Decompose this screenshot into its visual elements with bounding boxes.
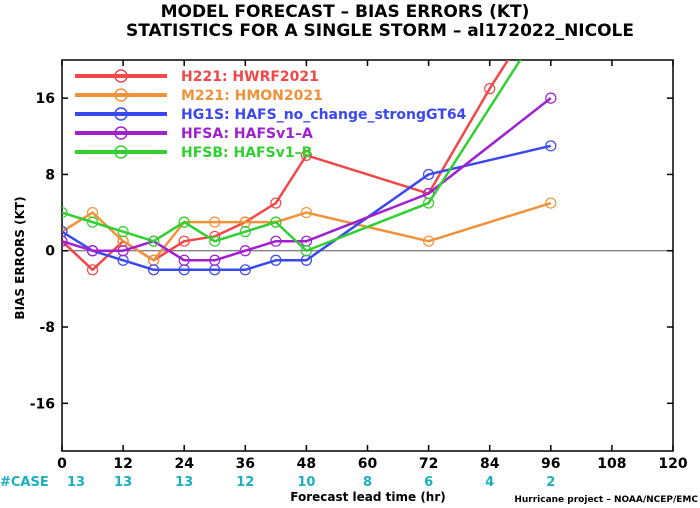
legend-item: HG1S: HAFS_no_change_strongGT64 — [75, 107, 467, 123]
series-line — [62, 60, 522, 252]
chart-subtitle: STATISTICS FOR A SINGLE STORM – al172022… — [126, 21, 634, 41]
case-count: 8 — [363, 475, 372, 490]
data-point — [423, 235, 435, 247]
case-count: 13 — [67, 475, 85, 490]
x-tick-label: 48 — [297, 456, 316, 472]
data-point — [546, 7, 556, 17]
data-point — [178, 216, 190, 228]
plot-area — [61, 59, 674, 452]
legend-marker — [114, 69, 128, 83]
data-point — [545, 92, 557, 104]
data-point — [117, 245, 129, 257]
legend-item: H221: HWRF2021 — [75, 69, 319, 85]
legend-label: HG1S: HAFS_no_change_strongGT64 — [181, 107, 467, 123]
data-point — [178, 235, 190, 247]
data-point — [423, 168, 435, 181]
data-point — [117, 226, 129, 238]
data-point — [62, 206, 68, 219]
x-tick-label: 96 — [541, 456, 560, 472]
y-tick-label: -16 — [30, 396, 55, 412]
data-point — [209, 216, 221, 228]
case-count: 10 — [297, 475, 315, 490]
legend-marker — [114, 107, 128, 121]
y-tick-label: -8 — [39, 320, 55, 336]
data-point — [545, 140, 557, 152]
x-tick-label: 60 — [358, 456, 378, 472]
data-point — [423, 197, 435, 209]
case-count: 13 — [175, 475, 193, 490]
x-tick-label: 0 — [57, 456, 67, 472]
legend-item: HFSB: HAFSv1–B — [75, 145, 312, 161]
data-point — [300, 149, 312, 161]
legend-marker — [114, 126, 128, 140]
x-tick-label: 72 — [419, 456, 438, 472]
data-point — [209, 235, 221, 247]
data-point — [270, 216, 282, 228]
x-tick-label: 108 — [597, 456, 626, 472]
case-count: 13 — [114, 475, 132, 490]
legend-marker — [114, 88, 128, 102]
data-point — [239, 226, 251, 238]
data-point — [484, 83, 496, 95]
x-tick-label: 12 — [113, 456, 132, 472]
y-tick-label: 8 — [45, 167, 55, 183]
data-point — [62, 226, 68, 238]
series-layer — [62, 7, 557, 276]
data-point — [545, 197, 557, 209]
y-axis-ticks: -16 -8 0 8 16 — [30, 91, 673, 412]
x-tick-label: 24 — [174, 456, 194, 472]
series-4 — [62, 7, 556, 257]
data-point — [270, 197, 282, 209]
data-point — [62, 235, 68, 247]
series-line — [62, 144, 552, 272]
y-tick-label: 0 — [45, 244, 55, 260]
legend-item: M221: HMON2021 — [75, 88, 323, 104]
case-count: 12 — [236, 475, 254, 490]
data-point — [86, 264, 99, 276]
legend-marker — [114, 145, 128, 159]
data-point — [300, 245, 312, 257]
case-label: #CASE — [0, 475, 49, 490]
series-line — [62, 201, 552, 262]
legend-label: HFSA: HAFSv1–A — [181, 126, 313, 142]
x-tick-label: 36 — [236, 456, 255, 472]
case-count: 2 — [546, 475, 555, 490]
data-point — [300, 206, 312, 219]
credit-text: Hurricane project – NOAA/NCEP/EMC — [514, 495, 698, 505]
legend-label: H221: HWRF2021 — [181, 69, 319, 85]
data-point — [148, 235, 160, 247]
x-tick-label: 120 — [658, 456, 687, 472]
case-count: 6 — [424, 475, 433, 490]
data-point — [86, 216, 99, 228]
x-axis-label: Forecast lead time (hr) — [290, 490, 446, 504]
data-point — [148, 264, 160, 276]
legend-item: HFSA: HAFSv1–A — [75, 126, 313, 142]
chart-title: MODEL FORECAST – BIAS ERRORS (KT) — [161, 2, 530, 22]
case-counts: 13 13 13 12 10 8 6 4 2 — [67, 475, 555, 490]
legend: H221: HWRF2021 M221: HMON2021 HG1S: HAFS_n… — [75, 69, 467, 161]
data-point — [239, 245, 251, 257]
legend-label: HFSB: HAFSv1–B — [181, 145, 312, 161]
y-axis-label: BIAS ERRORS (KT) — [13, 196, 27, 319]
data-point — [178, 254, 190, 266]
data-point — [270, 235, 282, 247]
case-count: 4 — [485, 475, 494, 490]
data-point — [209, 254, 221, 266]
x-tick-label: 84 — [480, 456, 500, 472]
data-point — [270, 254, 282, 266]
x-axis-ticks: 0 12 24 36 48 60 72 84 96 108 120 — [57, 60, 688, 472]
y-tick-label: 16 — [36, 91, 55, 107]
series-line — [62, 60, 510, 272]
data-point — [86, 245, 99, 257]
series-line — [62, 97, 552, 262]
legend-label: M221: HMON2021 — [181, 88, 323, 104]
data-point — [239, 264, 251, 276]
